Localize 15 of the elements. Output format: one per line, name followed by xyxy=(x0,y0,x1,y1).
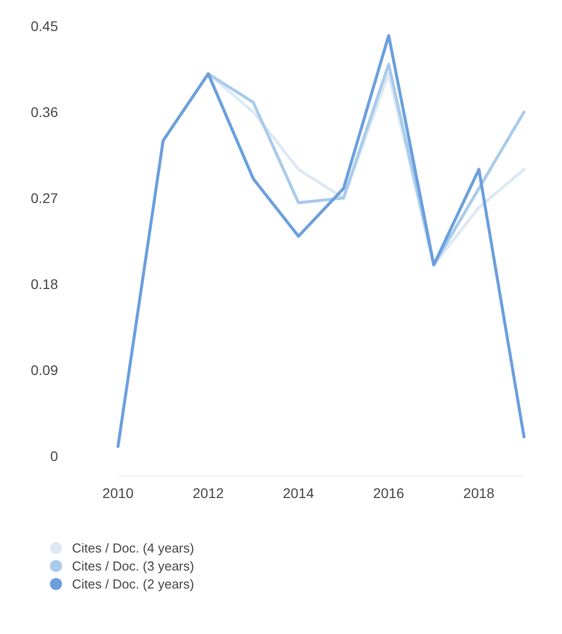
legend-label: Cites / Doc. (2 years) xyxy=(72,576,194,592)
x-tick-label: 2018 xyxy=(463,485,495,501)
legend-label: Cites / Doc. (4 years) xyxy=(72,540,194,556)
y-tick-label: 0 xyxy=(50,448,58,464)
x-tick-label: 2016 xyxy=(373,485,404,501)
y-tick-label: 0.09 xyxy=(30,362,58,378)
legend-label: Cites / Doc. (3 years) xyxy=(72,558,194,574)
y-tick-label: 0.27 xyxy=(30,190,58,206)
y-tick-label: 0.36 xyxy=(30,104,58,120)
x-tick-label: 2012 xyxy=(192,485,224,501)
x-tick-label: 2010 xyxy=(102,485,134,501)
x-tick-label: 2014 xyxy=(282,485,314,501)
y-tick-label: 0.45 xyxy=(30,18,58,34)
y-tick-label: 0.18 xyxy=(30,276,58,292)
line-series xyxy=(116,34,526,448)
